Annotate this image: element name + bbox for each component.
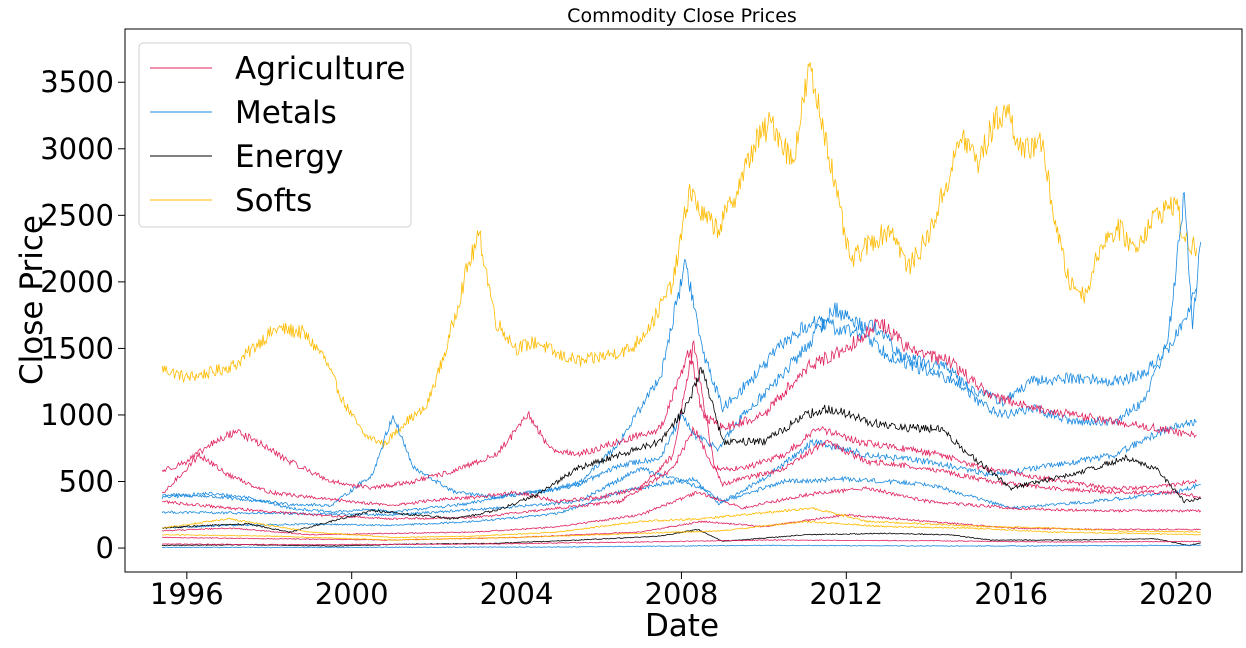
legend: Agriculture Metals Energy Softs <box>138 42 412 228</box>
y-tick-label: 1500 <box>40 331 114 365</box>
y-tick-label: 3000 <box>40 132 114 166</box>
x-tick-label: 2012 <box>809 577 883 611</box>
series-line-agriculture <box>161 318 1197 490</box>
y-tick-label: 500 <box>59 465 114 499</box>
x-tick-label: 2000 <box>315 577 389 611</box>
series-line-softs <box>161 520 1201 541</box>
x-tick-label: 1996 <box>150 577 224 611</box>
x-tick-label: 2016 <box>974 577 1048 611</box>
series-line-metals <box>161 288 1198 514</box>
series-line-agriculture <box>161 513 1201 541</box>
series-line-metals <box>161 466 1201 517</box>
y-tick-label: 1000 <box>40 398 114 432</box>
legend-label-agriculture: Agriculture <box>235 51 406 87</box>
legend-box <box>138 42 412 228</box>
series-line-softs <box>161 62 1198 449</box>
x-axis: 1996 2000 2004 2008 2012 2016 2020 <box>150 572 1213 611</box>
y-tick-label: 2000 <box>40 265 114 299</box>
series-layer <box>161 62 1202 549</box>
y-tick-label: 0 <box>96 531 114 565</box>
y-axis: 0 500 1000 1500 2000 2500 3000 3500 <box>40 65 125 565</box>
series-line-softs <box>161 507 1201 539</box>
x-tick-label: 2004 <box>480 577 554 611</box>
x-tick-label: 2020 <box>1139 577 1213 611</box>
series-line-metals <box>162 544 1201 549</box>
series-line-agriculture <box>161 485 1202 536</box>
legend-label-energy: Energy <box>235 139 344 175</box>
series-line-agriculture <box>161 539 1201 546</box>
y-tick-label: 3500 <box>40 65 114 99</box>
x-tick-label: 2008 <box>645 577 719 611</box>
legend-label-metals: Metals <box>235 95 337 131</box>
y-tick-label: 2500 <box>40 198 114 232</box>
y-axis-label: Close Price <box>14 215 50 385</box>
chart-title: Commodity Close Prices <box>567 5 797 27</box>
series-line-energy <box>162 366 1202 533</box>
x-axis-label: Date <box>645 608 719 644</box>
legend-label-softs: Softs <box>235 183 312 219</box>
